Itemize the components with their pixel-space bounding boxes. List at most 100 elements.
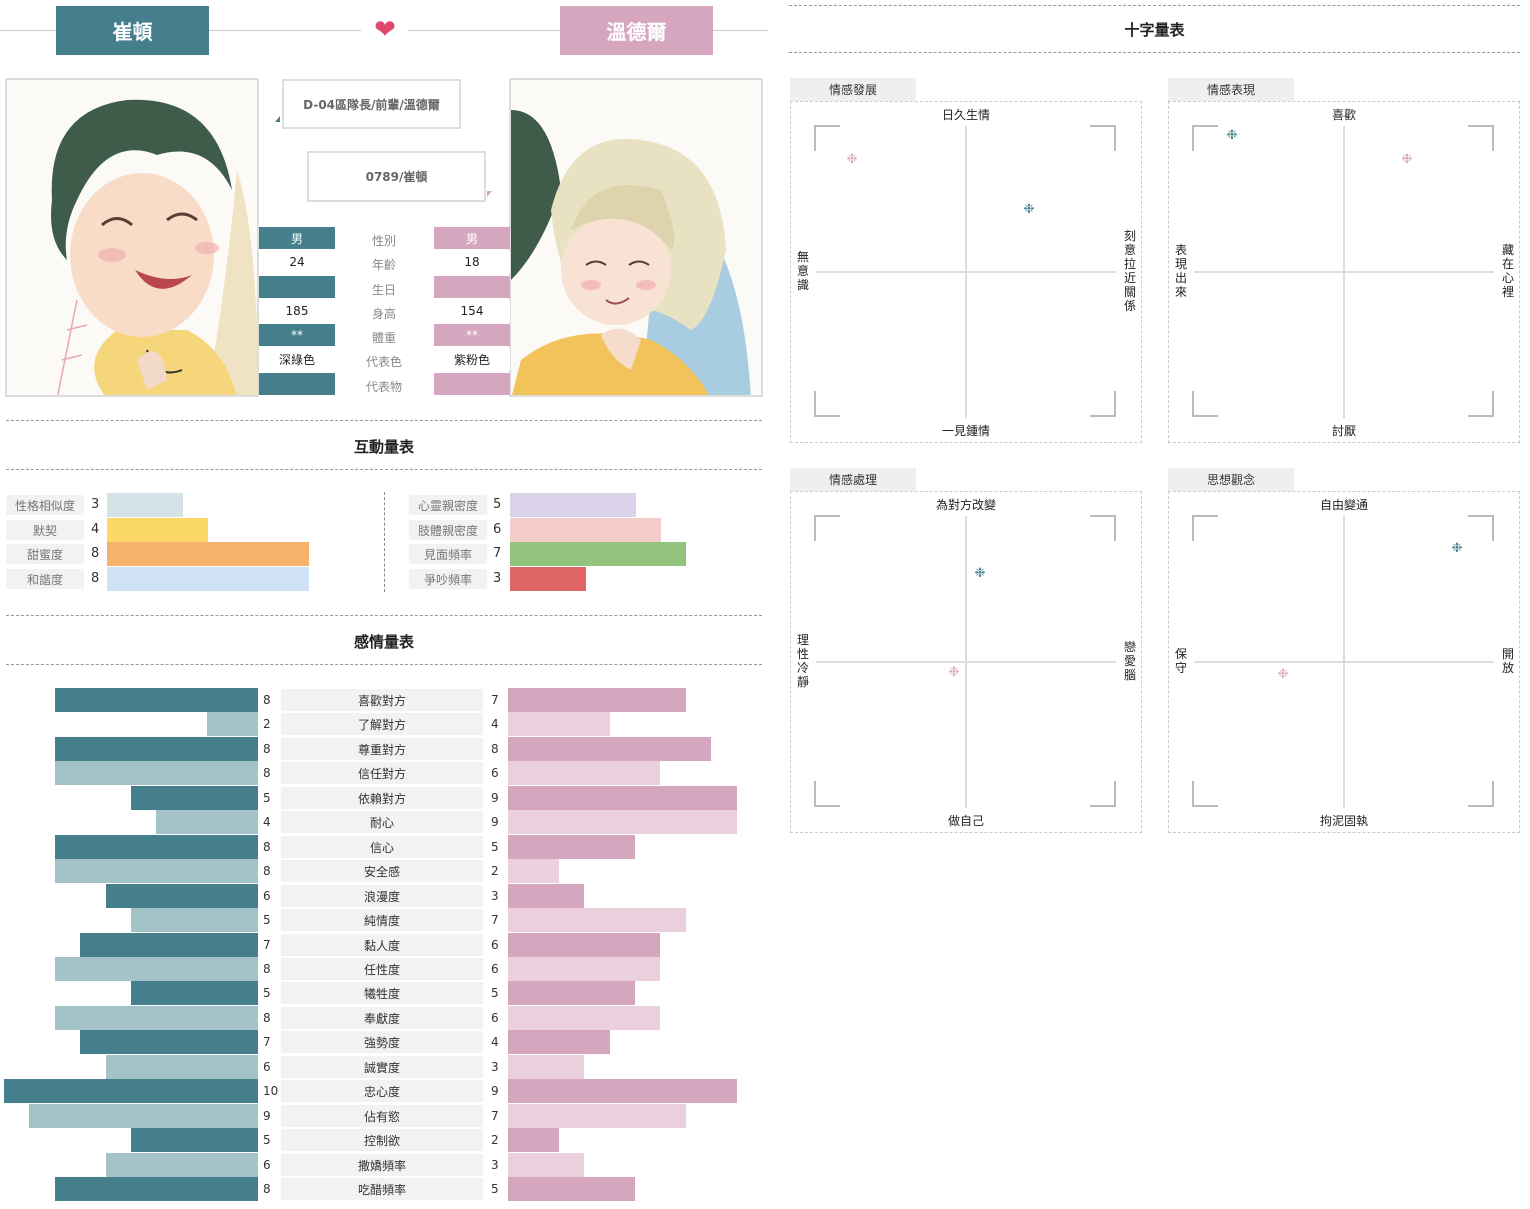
emotion-label: 控制欲 xyxy=(281,1129,483,1151)
emotion-left-bar xyxy=(131,981,258,1005)
left-portrait xyxy=(5,78,259,397)
section-divider xyxy=(6,615,762,616)
corner-bracket-icon xyxy=(814,391,840,417)
emotion-left-bar xyxy=(207,712,258,736)
interaction-value: 8 xyxy=(91,571,100,586)
emotion-label: 浪漫度 xyxy=(281,885,483,907)
emotion-left-value: 2 xyxy=(263,717,271,731)
interaction-bar xyxy=(510,567,586,591)
emotion-label: 耐心 xyxy=(281,811,483,833)
interaction-value: 4 xyxy=(91,522,100,537)
cross-top-label: 喜歡 xyxy=(1331,108,1356,122)
left-character-name: 崔頓 xyxy=(56,6,209,55)
corner-bracket-icon xyxy=(1192,515,1218,541)
left-character-tag: D-04區隊長/前輩/溫德爾 xyxy=(282,79,461,129)
left-character-marker-icon: ❉ xyxy=(1451,541,1463,556)
right-character-tag: 0789/崔頓 xyxy=(307,151,486,202)
interaction-bar xyxy=(510,542,686,566)
emotion-left-value: 10 xyxy=(263,1084,279,1098)
profile-label: 性別 xyxy=(371,233,396,248)
cross-axis-horizontal xyxy=(1194,661,1494,663)
corner-bracket-icon xyxy=(1468,125,1494,151)
interaction-label: 默契 xyxy=(6,520,84,540)
emotion-right-value: 4 xyxy=(491,1035,499,1049)
emotion-right-value: 2 xyxy=(491,1133,499,1147)
corner-bracket-icon xyxy=(1192,781,1218,807)
emotion-left-value: 8 xyxy=(263,1011,271,1025)
emotion-right-value: 6 xyxy=(491,938,499,952)
interaction-label: 肢體親密度 xyxy=(409,520,487,540)
cross-left-label: 保守 xyxy=(1174,647,1187,675)
right-character-marker-icon: ❉ xyxy=(1277,667,1289,682)
emotion-right-bar xyxy=(508,981,635,1005)
emotion-right-bar xyxy=(508,712,610,736)
emotion-right-bar xyxy=(508,884,584,908)
emotion-left-bar xyxy=(55,737,258,761)
tag-pointer-icon xyxy=(487,191,492,197)
emotion-label: 黏人度 xyxy=(281,934,483,956)
cross-right-label: 戀愛腦 xyxy=(1123,640,1136,682)
profile-label: 身高 xyxy=(371,306,396,321)
corner-bracket-icon xyxy=(814,781,840,807)
emotion-left-bar xyxy=(55,688,258,712)
emotion-right-value: 6 xyxy=(491,962,499,976)
emotion-label: 安全感 xyxy=(281,860,483,882)
cross-axis-horizontal xyxy=(816,661,1116,663)
emotion-right-value: 9 xyxy=(491,1084,499,1098)
emotion-left-value: 9 xyxy=(263,1109,271,1123)
interaction-label: 性格相似度 xyxy=(6,495,84,515)
emotion-right-bar xyxy=(508,737,711,761)
profile-left-value xyxy=(259,373,335,395)
profile-left-value xyxy=(259,276,335,298)
emotion-right-value: 5 xyxy=(491,986,499,1000)
tag-pointer-icon xyxy=(275,116,280,122)
cross-top-label: 自由變通 xyxy=(1319,498,1368,512)
emotion-right-bar xyxy=(508,908,686,932)
profile-label: 體重 xyxy=(371,330,396,345)
corner-bracket-icon xyxy=(1468,781,1494,807)
emotion-left-bar xyxy=(55,1006,258,1030)
profile-right-value xyxy=(434,373,510,395)
section-divider xyxy=(6,664,762,665)
cross-tab: 情感表現 xyxy=(1168,78,1294,101)
emotion-right-value: 8 xyxy=(491,742,499,756)
emotion-label: 佔有慾 xyxy=(281,1105,483,1127)
profile-left-value: 男 xyxy=(259,227,335,249)
profile-left-value: ** xyxy=(259,324,335,346)
interaction-value: 7 xyxy=(493,546,502,561)
cross-left-label: 無意識 xyxy=(796,250,809,292)
section-divider xyxy=(6,420,762,421)
corner-bracket-icon xyxy=(1090,125,1116,151)
emotion-label: 撒嬌頻率 xyxy=(281,1154,483,1176)
corner-bracket-icon xyxy=(1090,515,1116,541)
interaction-label: 和諧度 xyxy=(6,569,84,589)
interaction-bar xyxy=(107,518,208,542)
emotion-right-value: 5 xyxy=(491,840,499,854)
interaction-center-divider xyxy=(384,492,385,592)
emotion-label: 信心 xyxy=(281,836,483,858)
cross-right-label: 刻意拉近關係 xyxy=(1123,229,1136,313)
cross-axis-horizontal xyxy=(1194,271,1494,273)
emotion-label: 忠心度 xyxy=(281,1080,483,1102)
emotion-right-bar xyxy=(508,786,737,810)
cross-bottom-label: 做自己 xyxy=(947,814,984,828)
emotion-right-bar xyxy=(508,1128,559,1152)
emotion-left-bar xyxy=(131,786,258,810)
cross-right-label: 開放 xyxy=(1501,647,1514,675)
emotion-right-bar xyxy=(508,1104,686,1128)
right-character-name: 溫德爾 xyxy=(560,6,713,55)
profile-left-value: 185 xyxy=(259,300,335,322)
profile-right-value: 紫粉色 xyxy=(434,348,510,370)
corner-bracket-icon xyxy=(1192,391,1218,417)
cross-bottom-label: 一見鍾情 xyxy=(941,424,990,438)
header-line xyxy=(713,30,768,31)
emotion-label: 了解對方 xyxy=(281,713,483,735)
emotion-right-value: 3 xyxy=(491,889,499,903)
emotion-left-bar xyxy=(55,835,258,859)
emotion-left-value: 4 xyxy=(263,815,271,829)
profile-label: 代表物 xyxy=(365,379,402,394)
profile-right-value: 18 xyxy=(434,251,510,273)
emotion-left-value: 8 xyxy=(263,1182,271,1196)
emotion-right-bar xyxy=(508,1153,584,1177)
interaction-value: 5 xyxy=(493,497,502,512)
